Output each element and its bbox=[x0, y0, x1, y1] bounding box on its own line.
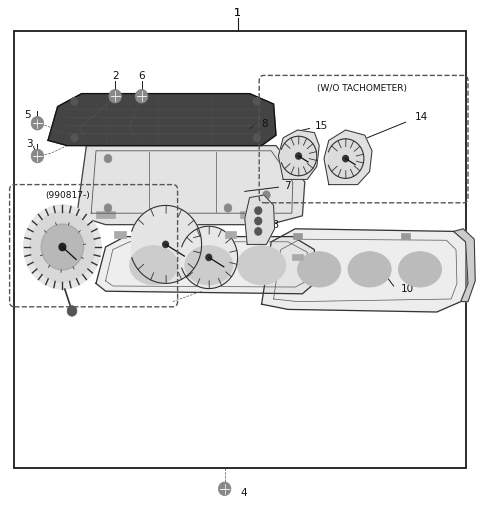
Circle shape bbox=[255, 207, 262, 214]
Circle shape bbox=[296, 153, 301, 159]
Text: (-990817): (-990817) bbox=[168, 251, 206, 261]
Circle shape bbox=[41, 224, 84, 270]
Circle shape bbox=[253, 98, 260, 105]
Bar bbox=[293, 233, 302, 239]
Circle shape bbox=[255, 217, 262, 225]
Text: 15: 15 bbox=[314, 121, 328, 132]
Bar bbox=[114, 231, 126, 238]
Circle shape bbox=[31, 116, 44, 130]
Circle shape bbox=[104, 154, 112, 163]
Circle shape bbox=[263, 191, 270, 199]
Text: 12: 12 bbox=[180, 245, 194, 256]
Bar bbox=[14, 31, 466, 468]
Text: 10: 10 bbox=[401, 283, 414, 294]
Polygon shape bbox=[132, 205, 202, 283]
Polygon shape bbox=[262, 229, 468, 312]
Ellipse shape bbox=[185, 246, 233, 285]
Ellipse shape bbox=[398, 252, 442, 287]
Circle shape bbox=[343, 155, 348, 162]
Circle shape bbox=[206, 254, 212, 261]
Circle shape bbox=[67, 306, 77, 316]
Polygon shape bbox=[328, 139, 364, 178]
Circle shape bbox=[71, 98, 78, 105]
Ellipse shape bbox=[298, 252, 341, 287]
Bar bbox=[240, 211, 259, 218]
Ellipse shape bbox=[130, 246, 178, 285]
Polygon shape bbox=[96, 237, 314, 294]
Circle shape bbox=[255, 228, 262, 235]
Text: 5: 5 bbox=[24, 110, 31, 121]
Polygon shape bbox=[182, 226, 238, 289]
Circle shape bbox=[253, 134, 260, 141]
Text: 6: 6 bbox=[138, 71, 145, 82]
Circle shape bbox=[104, 204, 112, 212]
Circle shape bbox=[218, 482, 231, 496]
Circle shape bbox=[24, 205, 101, 289]
Polygon shape bbox=[77, 146, 305, 225]
Circle shape bbox=[224, 204, 232, 212]
Bar bbox=[225, 231, 236, 238]
Polygon shape bbox=[324, 130, 372, 185]
Text: 2: 2 bbox=[112, 71, 119, 82]
Polygon shape bbox=[278, 130, 319, 179]
Text: (W/O TACHOMETER): (W/O TACHOMETER) bbox=[317, 84, 408, 93]
Text: 12: 12 bbox=[56, 205, 69, 215]
Bar bbox=[401, 233, 410, 239]
Text: 8: 8 bbox=[262, 119, 268, 129]
Bar bbox=[292, 254, 303, 260]
Bar bbox=[96, 211, 115, 218]
Text: 11: 11 bbox=[141, 225, 155, 235]
Text: 7: 7 bbox=[284, 180, 291, 191]
Circle shape bbox=[109, 89, 121, 103]
Circle shape bbox=[31, 149, 44, 163]
Polygon shape bbox=[454, 229, 475, 302]
Text: (990817-): (990817-) bbox=[46, 190, 90, 200]
Text: 9: 9 bbox=[188, 261, 194, 271]
Text: 1: 1 bbox=[234, 8, 241, 18]
Circle shape bbox=[30, 212, 95, 282]
Text: 13: 13 bbox=[266, 220, 280, 230]
Circle shape bbox=[59, 243, 66, 251]
Text: 3: 3 bbox=[26, 138, 33, 149]
Polygon shape bbox=[281, 136, 317, 176]
Ellipse shape bbox=[348, 252, 391, 287]
Polygon shape bbox=[245, 195, 275, 244]
Circle shape bbox=[71, 134, 78, 141]
Text: 4: 4 bbox=[240, 488, 247, 498]
Text: 14: 14 bbox=[415, 112, 428, 122]
Circle shape bbox=[163, 241, 168, 248]
Circle shape bbox=[135, 89, 148, 103]
Ellipse shape bbox=[238, 246, 286, 285]
Polygon shape bbox=[48, 94, 276, 146]
Text: 1: 1 bbox=[234, 8, 241, 18]
